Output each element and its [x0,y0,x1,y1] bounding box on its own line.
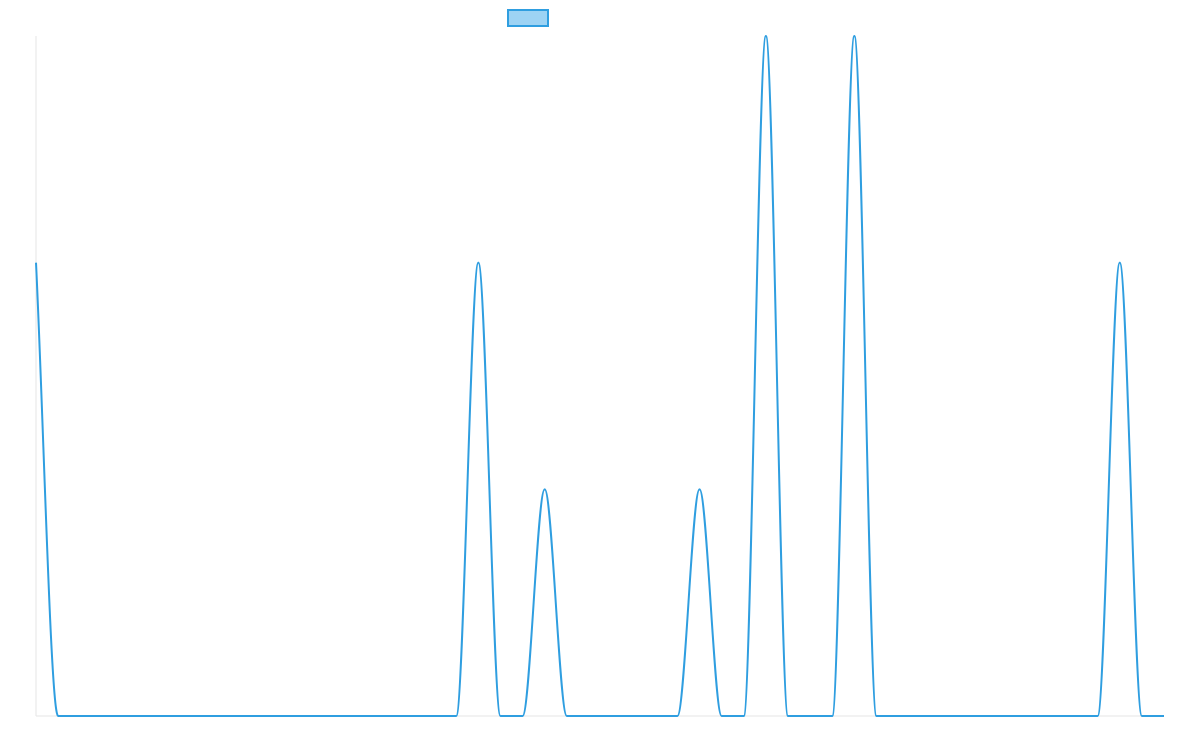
series-line [35,35,1164,717]
axes [35,36,1164,717]
legend[interactable] [507,9,549,27]
series-layer [35,35,1164,717]
legend-swatch[interactable] [507,9,549,27]
